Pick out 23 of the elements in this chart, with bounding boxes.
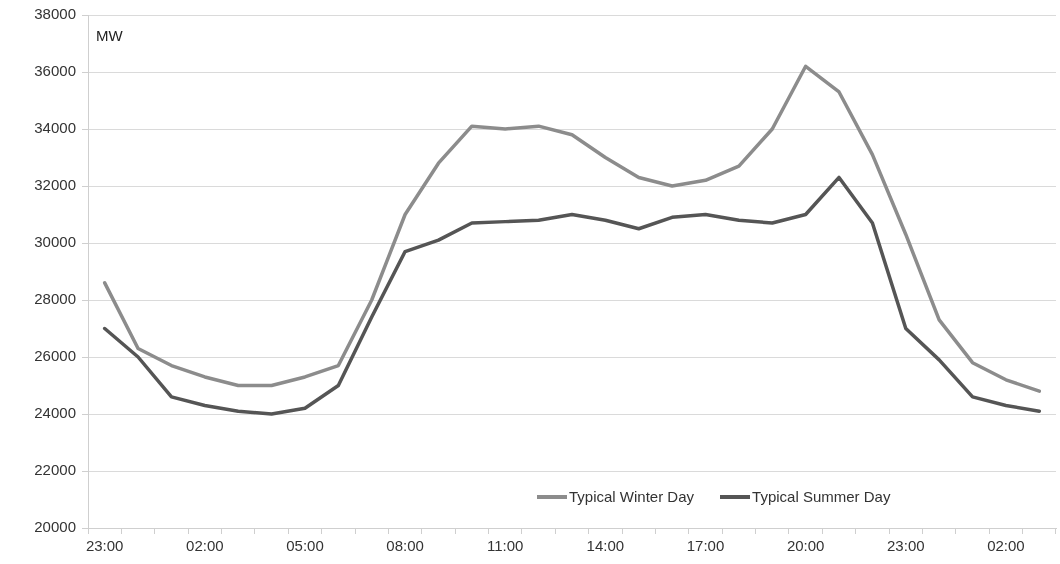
legend-label: Typical Winter Day bbox=[569, 488, 695, 505]
y-tick-label: 20000 bbox=[34, 518, 76, 536]
y-tick-label: 38000 bbox=[34, 5, 76, 23]
y-tick-label: 22000 bbox=[34, 461, 76, 479]
y-tick-label: 36000 bbox=[34, 62, 76, 80]
x-tick-label: 02:00 bbox=[987, 537, 1025, 555]
annotation: MW bbox=[96, 26, 124, 44]
y-tick-label: 34000 bbox=[34, 119, 76, 137]
x-tick-label: 08:00 bbox=[386, 537, 424, 555]
x-tick-label: 02:00 bbox=[186, 537, 224, 555]
legend-label: Typical Summer Day bbox=[752, 488, 891, 505]
y-tick-label: 24000 bbox=[34, 404, 76, 422]
x-tick-label: 17:00 bbox=[686, 537, 725, 555]
x-tick-label: 14:00 bbox=[586, 537, 625, 555]
x-tick-label: 20:00 bbox=[786, 537, 825, 555]
y-tick-label: 26000 bbox=[34, 347, 76, 365]
x-tick-label: 05:00 bbox=[286, 537, 324, 555]
x-tick-label: 11:00 bbox=[487, 537, 524, 555]
y-tick-label: 28000 bbox=[34, 290, 76, 308]
x-tick-label: 23:00 bbox=[887, 537, 925, 555]
y-tick-label: 32000 bbox=[34, 176, 76, 194]
y-tick-label: 30000 bbox=[34, 233, 76, 251]
x-tick-label: 23:00 bbox=[85, 537, 124, 555]
